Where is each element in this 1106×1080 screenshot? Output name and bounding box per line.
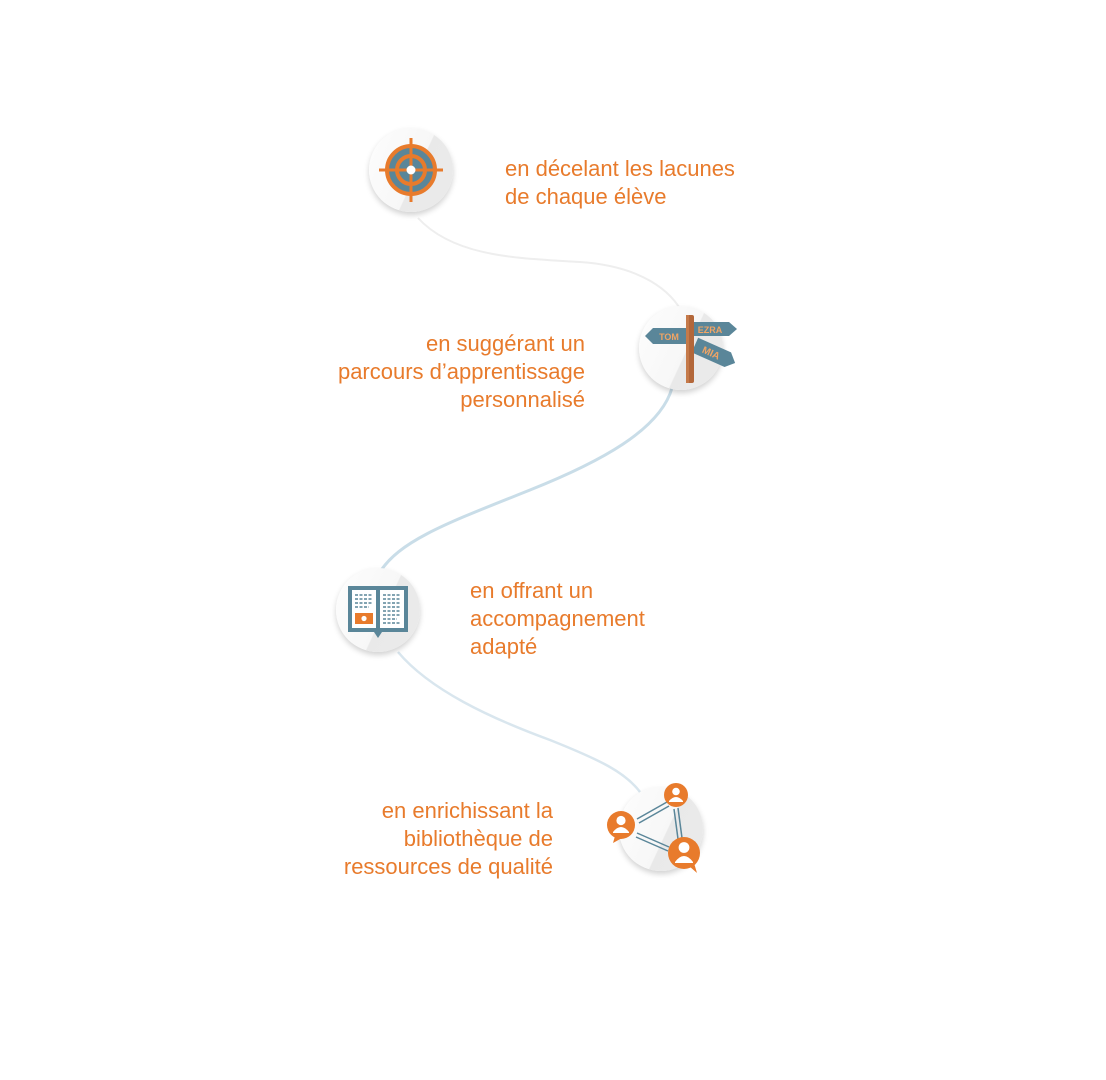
target-icon (379, 138, 443, 202)
step-3-icon (336, 568, 420, 652)
signpost-icon: TOM EZRA MIA (645, 315, 737, 383)
step-2-line-2: parcours d’apprentissage (337, 359, 585, 384)
open-book-icon (348, 586, 408, 638)
step-3-text: en offrant un accompagnement adapté (470, 577, 645, 661)
user-icon (607, 811, 635, 843)
sign-ezra: EZRA (698, 325, 723, 335)
step-4-icon (607, 783, 703, 873)
sign-tom: TOM (659, 332, 679, 342)
step-1-text: en décelant les lacunes de chaque élève (505, 155, 735, 211)
user-icon (668, 837, 700, 873)
step-4-line-2: bibliothèque de (403, 826, 553, 851)
step-2-line-3: personnalisé (460, 387, 585, 412)
step-3-line-1: en offrant un (470, 578, 594, 603)
step-3-line-2: accompagnement (470, 606, 645, 631)
step-2-icon: TOM EZRA MIA (639, 306, 737, 390)
step-4-line-1: en enrichissant la (381, 798, 553, 823)
step-3-line-3: adapté (470, 634, 538, 659)
user-network-icon (607, 783, 700, 873)
step-1-line-1: en décelant les lacunes (505, 156, 735, 181)
step-2-line-1: en suggérant un (425, 331, 585, 356)
step-1-icon (369, 128, 453, 212)
user-icon (664, 783, 688, 807)
step-1-line-2: de chaque élève (505, 184, 667, 209)
step-2-text: en suggérant un parcours d’apprentissage… (300, 330, 585, 414)
step-4-line-3: ressources de qualité (343, 854, 553, 879)
step-4-text: en enrichissant la bibliothèque de resso… (300, 797, 553, 881)
